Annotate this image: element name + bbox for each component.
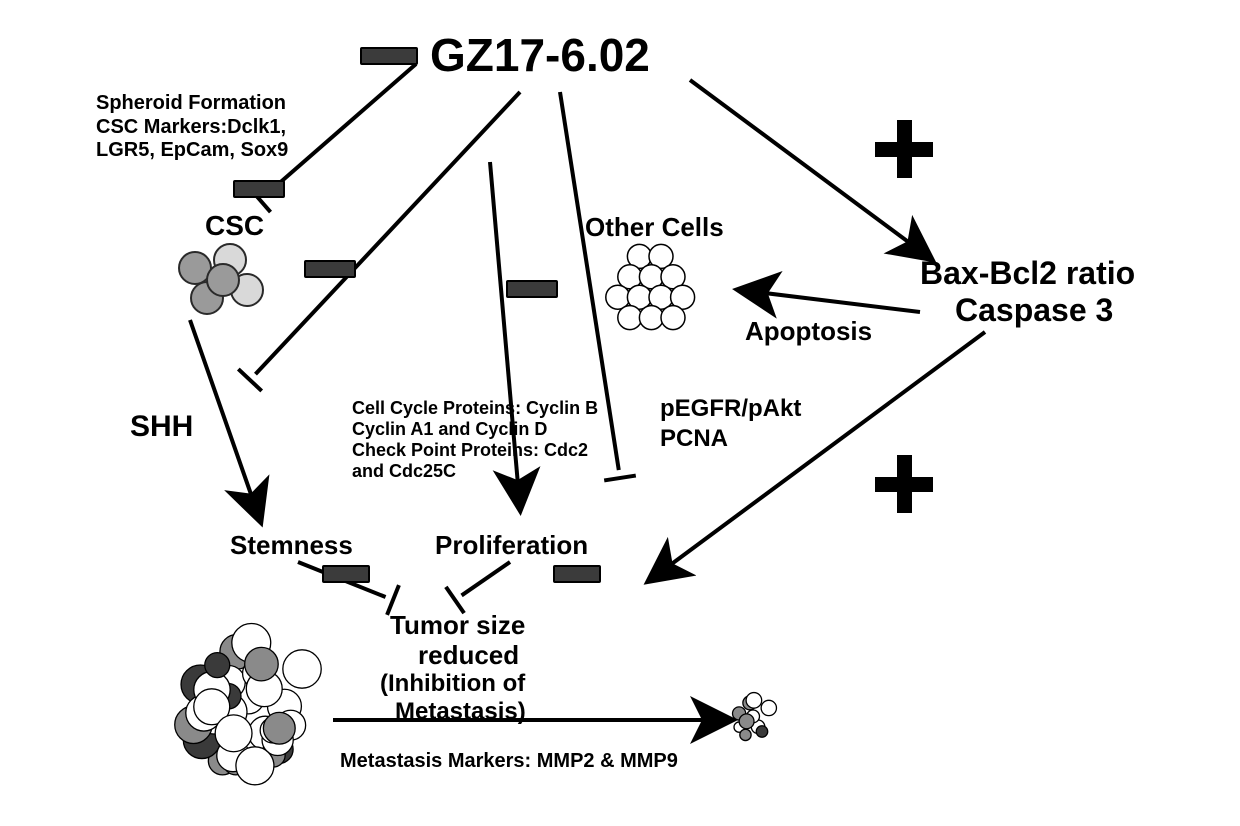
plus-icon	[875, 120, 933, 178]
tumor-line4: Metastasis)	[395, 698, 526, 726]
csc-label: CSC	[205, 210, 264, 242]
minus-icon	[506, 280, 558, 298]
minus-icon	[322, 565, 370, 583]
bax-line2: Caspase 3	[955, 292, 1113, 329]
metastasis-markers-text: Metastasis Markers: MMP2 & MMP9	[340, 750, 678, 773]
pcna-label: PCNA	[660, 425, 728, 453]
minus-icon	[304, 260, 356, 278]
apoptosis-label: Apoptosis	[745, 316, 872, 347]
tumor-line1: Tumor size	[390, 610, 525, 641]
plus-icon	[875, 455, 933, 513]
tumor-line3: (Inhibition of	[380, 670, 525, 698]
proliferation-label: Proliferation	[435, 530, 588, 561]
csc-markers-text: CSC Markers:Dclk1, LGR5, EpCam, Sox9	[96, 116, 288, 162]
title-gz17: GZ17-6.02	[430, 28, 650, 82]
other-cells-label: Other Cells	[585, 212, 724, 243]
spheroid-header: Spheroid Formation	[96, 92, 286, 115]
minus-icon	[233, 180, 285, 198]
tumor-line2: reduced	[418, 640, 519, 671]
minus-icon	[360, 47, 418, 65]
bax-line1: Bax-Bcl2 ratio	[920, 255, 1135, 292]
cell-cycle-text: Cell Cycle Proteins: Cyclin B Cyclin A1 …	[352, 398, 598, 482]
minus-icon	[553, 565, 601, 583]
shh-label: SHH	[130, 410, 193, 444]
stemness-label: Stemness	[230, 530, 353, 561]
pegfr-label: pEGFR/pAkt	[660, 395, 801, 423]
diagram-stage: GZ17-6.02 Spheroid Formation CSC Markers…	[0, 0, 1240, 826]
